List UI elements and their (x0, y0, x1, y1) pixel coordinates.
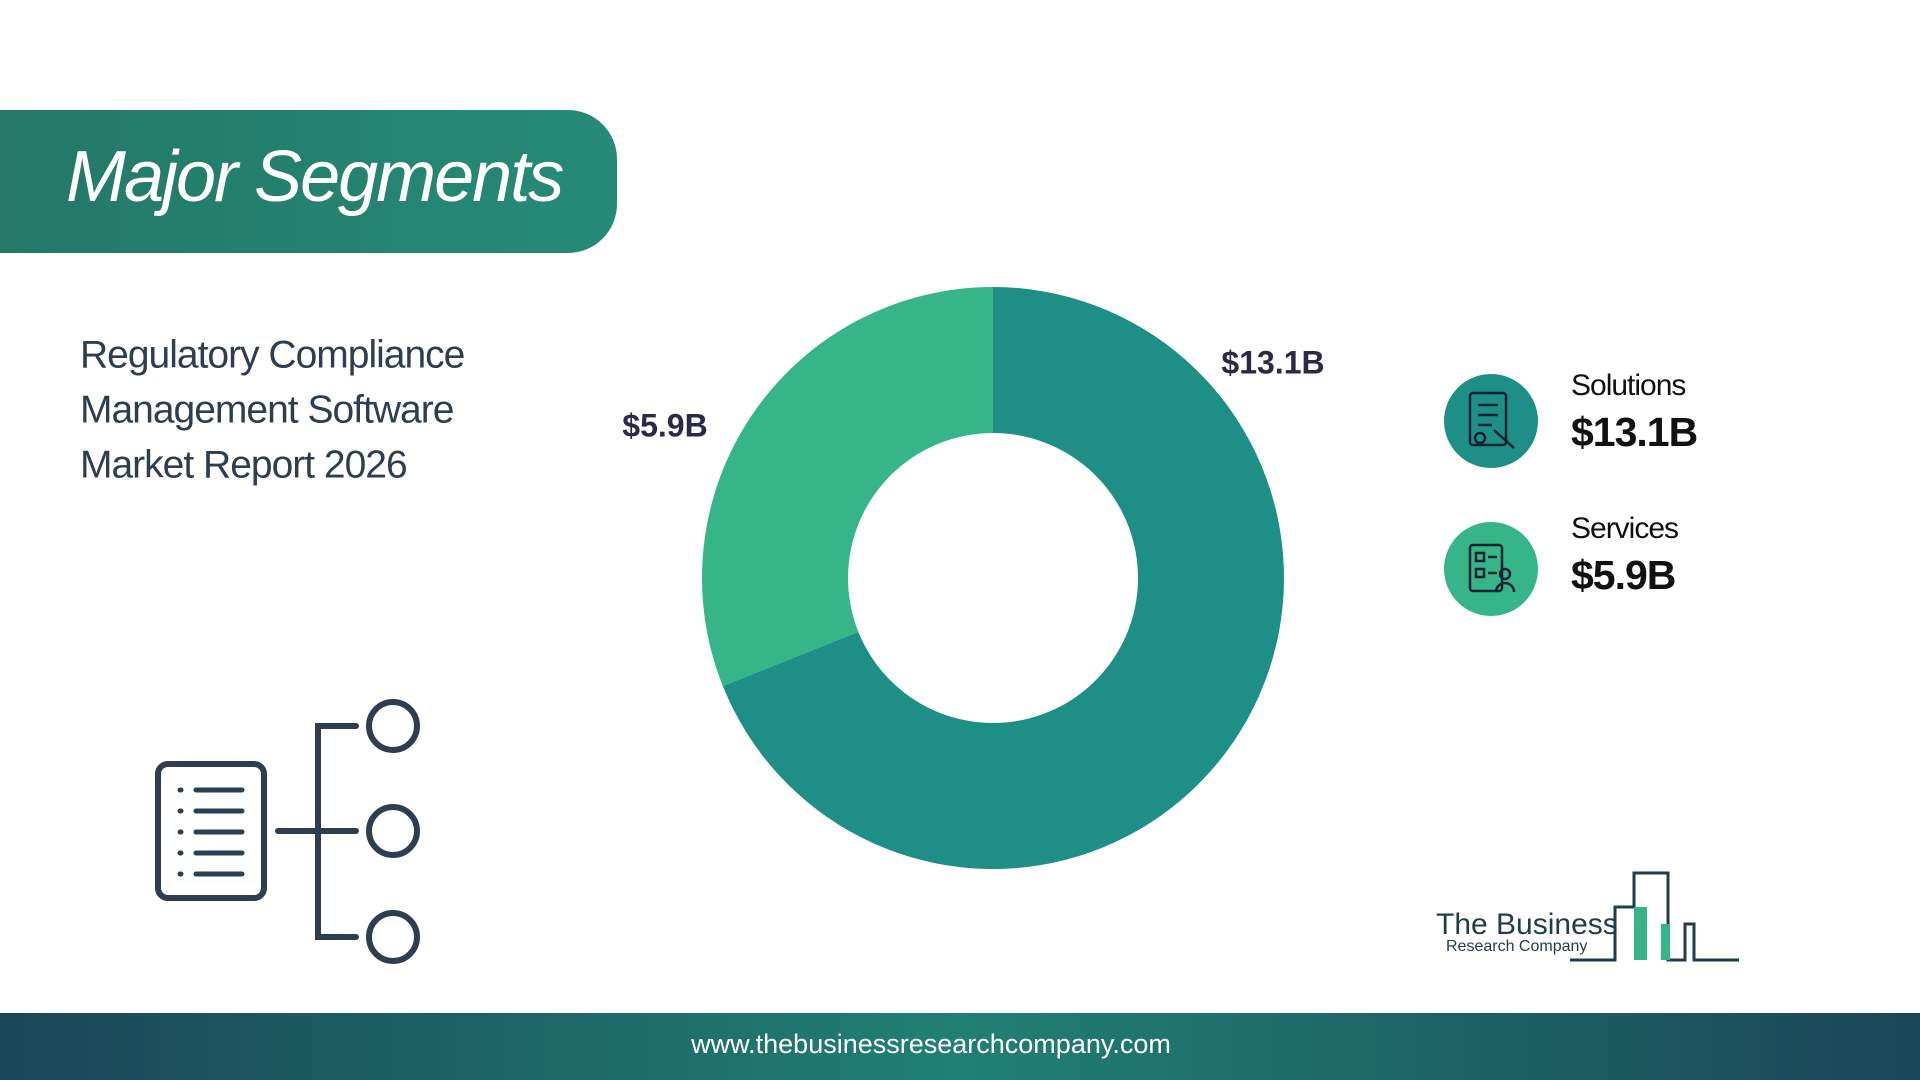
slice-label: $5.9B (622, 407, 707, 443)
legend-icon-solutions (1444, 374, 1538, 468)
segments-icon (155, 699, 420, 964)
legend-value: $5.9B (1571, 552, 1675, 598)
logo-line2: Research Company (1446, 938, 1587, 955)
legend-label: Services (1571, 512, 1678, 545)
donut-slice (722, 287, 1284, 869)
subtitle-line: Management Software (80, 388, 453, 431)
donut-chart: $13.1B $5.9B (622, 287, 1325, 869)
slice-label: $13.1B (1221, 344, 1324, 380)
legend-value: $13.1B (1571, 409, 1697, 455)
legend-label: Solutions (1571, 369, 1685, 402)
donut-slice (702, 287, 993, 687)
logo: The Business Research Company (1436, 871, 1739, 962)
logo-line1: The Business (1436, 908, 1618, 941)
subtitle-line: Market Report 2026 (80, 443, 407, 486)
footer-bar (0, 1013, 1920, 1080)
legend: Solutions $13.1B Services $5.9B (1571, 369, 1698, 598)
header-title: Major Segments (66, 137, 563, 217)
logo-bar (1634, 907, 1647, 960)
header-banner (0, 110, 617, 253)
subtitle-line: Regulatory Compliance (80, 333, 464, 376)
footer-url[interactable]: www.thebusinessresearchcompany.com (690, 1029, 1171, 1059)
legend-icon-services (1444, 522, 1538, 616)
logo-bar (1661, 924, 1670, 960)
subtitle: Regulatory Compliance Management Softwar… (80, 333, 465, 486)
